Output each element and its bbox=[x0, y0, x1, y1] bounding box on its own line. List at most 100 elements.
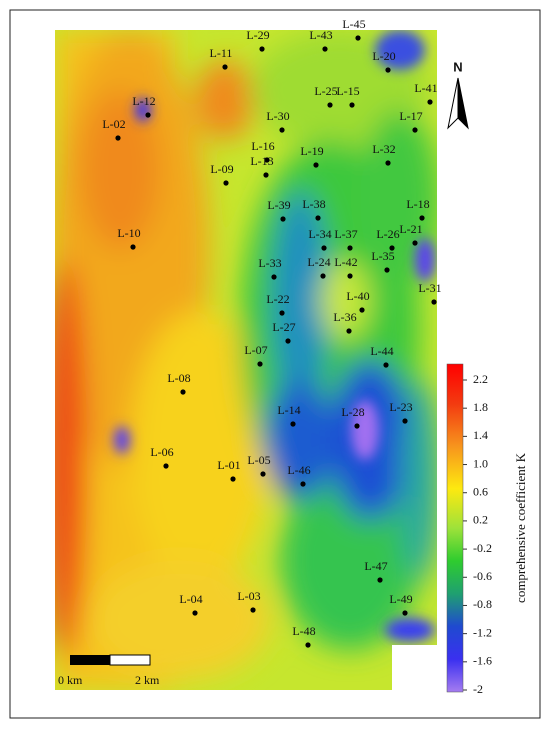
well-label: L-08 bbox=[167, 371, 190, 385]
well-marker bbox=[384, 267, 390, 273]
well-label: L-05 bbox=[247, 453, 270, 467]
well-marker bbox=[263, 172, 269, 178]
well-marker bbox=[355, 35, 361, 41]
colorbar-tick-label: 2.2 bbox=[473, 372, 488, 386]
well-marker bbox=[230, 476, 236, 482]
well-label: L-30 bbox=[266, 109, 289, 123]
colorbar-tick-label: -0.2 bbox=[473, 541, 492, 555]
well-label: L-20 bbox=[372, 49, 395, 63]
well-marker bbox=[279, 310, 285, 316]
well-marker bbox=[359, 307, 365, 313]
well-marker bbox=[385, 67, 391, 73]
colorbar-tick-label: 1.0 bbox=[473, 456, 488, 470]
scale-bar: 0 km 2 km bbox=[58, 654, 160, 687]
well-label: L-41 bbox=[414, 81, 437, 95]
well-marker bbox=[264, 157, 270, 163]
well-label: L-42 bbox=[334, 255, 357, 269]
well-marker bbox=[290, 421, 296, 427]
well-marker bbox=[259, 46, 265, 52]
well-label: L-15 bbox=[336, 84, 359, 98]
colorbar-tick-label: -1.2 bbox=[473, 625, 492, 639]
well-marker bbox=[346, 328, 352, 334]
well-label: L-25 bbox=[314, 84, 337, 98]
well-marker bbox=[223, 180, 229, 186]
well-label: L-27 bbox=[272, 320, 295, 334]
well-label: L-24 bbox=[307, 255, 330, 269]
colorbar-tick-label: -0.6 bbox=[473, 569, 492, 583]
well-marker bbox=[285, 338, 291, 344]
well-label: L-28 bbox=[341, 405, 364, 419]
well-marker bbox=[305, 642, 311, 648]
well-label: L-12 bbox=[132, 94, 155, 108]
well-marker bbox=[192, 610, 198, 616]
well-label: L-01 bbox=[217, 458, 240, 472]
well-marker bbox=[327, 102, 333, 108]
wells: L-29 L-43 L-45 L-20 L-11 L-12 L-02 L-25L-15 L-41… bbox=[102, 17, 442, 648]
well-label: L-07 bbox=[244, 343, 267, 357]
well-marker bbox=[412, 127, 418, 133]
well-label: L-03 bbox=[237, 589, 260, 603]
colorbar-title: comprehensive coefficient K bbox=[513, 452, 528, 603]
colorbar-tick-label: 1.8 bbox=[473, 400, 488, 414]
well-marker bbox=[130, 244, 136, 250]
well-label: L-14 bbox=[277, 403, 300, 417]
well-label: L-17 bbox=[399, 109, 422, 123]
well-marker bbox=[347, 273, 353, 279]
well-label: L-16 bbox=[251, 139, 274, 153]
well-marker bbox=[257, 361, 263, 367]
well-marker bbox=[322, 46, 328, 52]
well-label: L-37 bbox=[334, 227, 357, 241]
well-label: L-02 bbox=[102, 117, 125, 131]
well-label: L-46 bbox=[287, 463, 310, 477]
well-marker bbox=[385, 160, 391, 166]
colorbar-tick-label: 0.6 bbox=[473, 484, 488, 498]
well-label: L-19 bbox=[300, 144, 323, 158]
colorbar-tick-label: 0.2 bbox=[473, 513, 488, 527]
well-marker bbox=[427, 99, 433, 105]
well-label: L-29 bbox=[246, 28, 269, 42]
well-marker bbox=[419, 215, 425, 221]
well-marker bbox=[280, 216, 286, 222]
well-marker bbox=[383, 362, 389, 368]
colorbar-tick-label: -1.6 bbox=[473, 654, 492, 668]
well-label: L-11 bbox=[210, 46, 233, 60]
well-marker bbox=[320, 273, 326, 279]
well-marker bbox=[300, 481, 306, 487]
well-marker bbox=[180, 389, 186, 395]
well-label: L-36 bbox=[333, 310, 356, 324]
well-marker bbox=[250, 607, 256, 613]
well-marker bbox=[402, 418, 408, 424]
well-marker bbox=[402, 610, 408, 616]
well-label: L-13 bbox=[250, 154, 273, 168]
well-marker bbox=[354, 423, 360, 429]
well-label: L-49 bbox=[389, 592, 412, 606]
well-marker bbox=[115, 135, 121, 141]
colorbar-tick-label: -2 bbox=[473, 682, 483, 696]
colorbar-ticks: 2.2 1.8 1.4 1.0 0.6 0.2 -0.2 -0.6 -0.8 -1.2 -1.6 -2 bbox=[463, 372, 492, 696]
well-marker bbox=[145, 112, 151, 118]
well-label: L-06 bbox=[150, 445, 173, 459]
well-label: L-48 bbox=[292, 624, 315, 638]
well-label: L-09 bbox=[210, 162, 233, 176]
well-label: L-44 bbox=[370, 344, 393, 358]
scale-label: 0 km bbox=[58, 673, 83, 687]
well-label: L-47 bbox=[364, 559, 387, 573]
contour-map bbox=[55, 30, 437, 690]
well-marker bbox=[222, 64, 228, 70]
well-label: L-43 bbox=[309, 28, 332, 42]
well-label: L-31 bbox=[418, 281, 441, 295]
north-arrow: N bbox=[447, 59, 469, 130]
well-marker bbox=[260, 471, 266, 477]
well-label: L-26 bbox=[376, 227, 399, 241]
well-marker bbox=[412, 240, 418, 246]
well-marker bbox=[389, 245, 395, 251]
well-marker bbox=[349, 102, 355, 108]
well-label: L-21 bbox=[399, 222, 422, 236]
well-label: L-04 bbox=[179, 592, 202, 606]
frame bbox=[9, 9, 541, 719]
well-marker bbox=[315, 215, 321, 221]
well-label: L-39 bbox=[267, 198, 290, 212]
well-label: L-38 bbox=[302, 197, 325, 211]
